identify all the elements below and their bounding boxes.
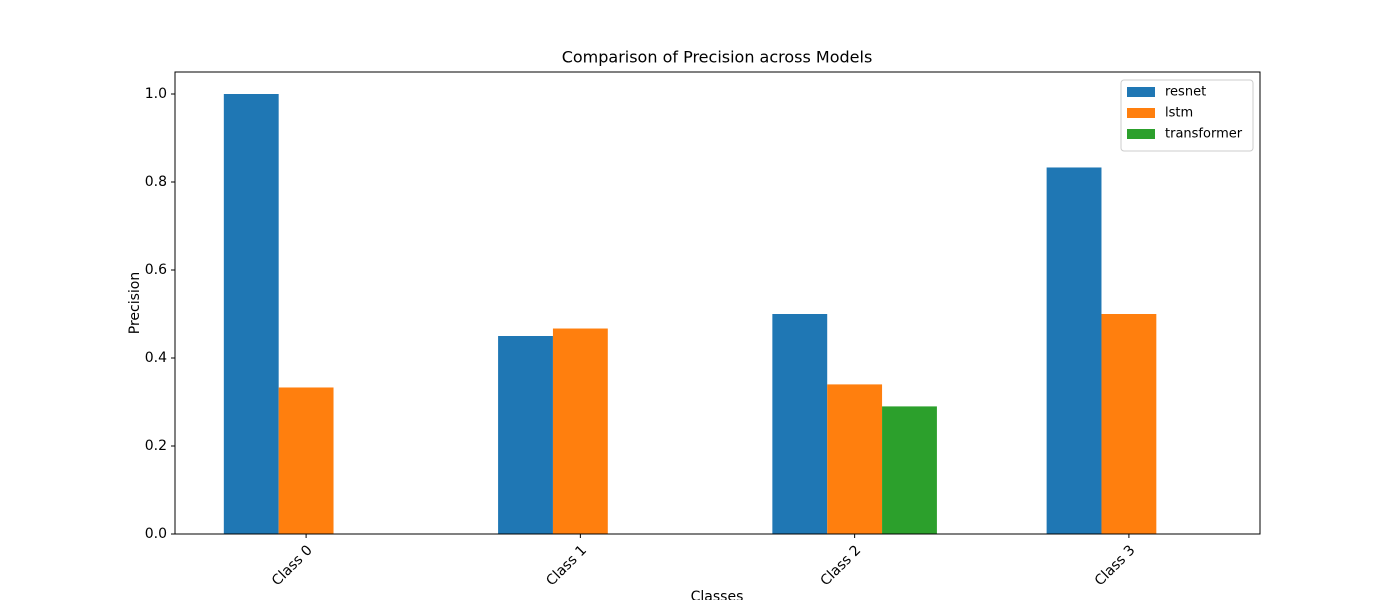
legend-swatch [1127,129,1155,139]
y-tick-label: 0.4 [145,350,167,366]
y-tick-label: 1.0 [145,86,167,102]
legend-swatch [1127,108,1155,118]
bar [772,314,828,534]
bar [1046,167,1102,535]
legend-label: resnet [1165,85,1206,100]
chart-title: Comparison of Precision across Models [562,48,873,67]
y-tick-label: 0.6 [145,262,167,278]
x-tick-label: Class 0 [269,542,316,589]
bar [827,384,883,534]
bar [552,328,608,534]
legend-swatch [1127,87,1155,97]
bar [882,406,937,534]
legend-label: lstm [1165,106,1193,121]
x-tick-label: Class 2 [817,542,864,589]
axes-frame [174,71,1261,535]
bar [223,94,279,534]
plot-area [223,94,1157,535]
x-tick-label: Class 1 [543,542,590,589]
y-tick-label: 0.2 [145,438,167,454]
bar [278,387,334,534]
legend-label: transformer [1165,127,1243,142]
legend: resnet lstm transformer [1120,79,1254,152]
y-axis-label: Precision [127,272,143,334]
bar [498,336,553,534]
x-tick-label: Class 3 [1092,542,1139,589]
bar [1101,314,1157,534]
y-tick-label: 0.0 [145,526,167,542]
x-axis-label: Classes [691,589,744,600]
y-tick-label: 0.8 [145,174,167,190]
